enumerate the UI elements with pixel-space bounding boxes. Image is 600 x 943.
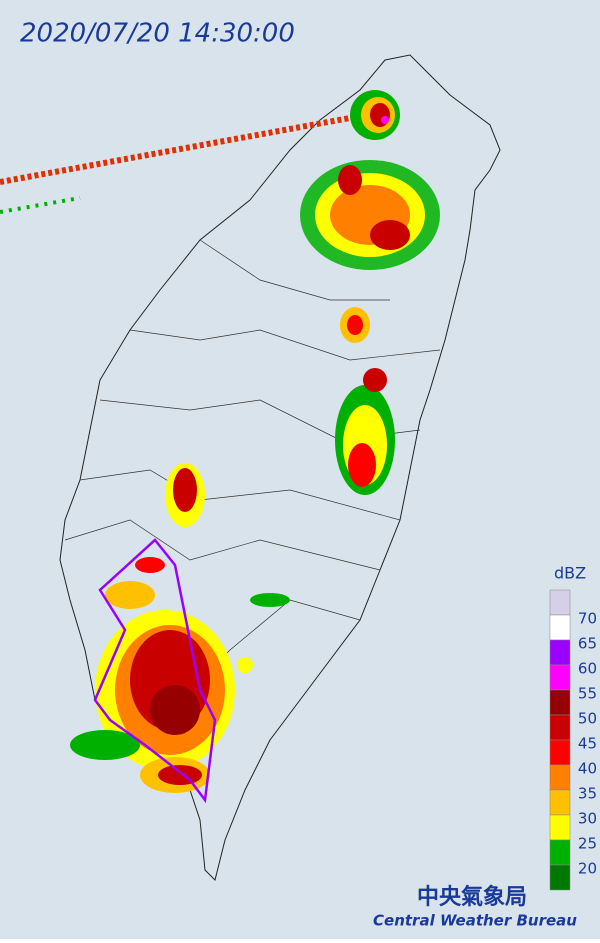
- legend-label: 35: [578, 785, 597, 803]
- logo-name-en: Central Weather Bureau: [373, 912, 577, 930]
- echoes: [70, 90, 440, 793]
- legend-swatch: [549, 739, 571, 766]
- legend-unit: dBZ: [554, 564, 586, 583]
- legend-label: 60: [578, 660, 597, 678]
- legend-label: 55: [578, 685, 597, 703]
- legend-label: 45: [578, 735, 597, 753]
- legend-swatch: [549, 639, 571, 666]
- legend-label: 65: [578, 635, 597, 653]
- radar-streak: [0, 115, 351, 185]
- legend-swatch: [549, 689, 571, 716]
- timestamp: 2020/07/20 14:30:00: [20, 19, 295, 49]
- legend-swatch: [549, 814, 571, 841]
- legend-label: 40: [578, 760, 597, 778]
- legend-swatch: [549, 789, 571, 816]
- legend-swatch: [549, 589, 571, 616]
- legend-label: 70: [578, 610, 597, 628]
- legend-label: 30: [578, 810, 597, 828]
- legend-swatch: [549, 664, 571, 691]
- legend-label: 25: [578, 835, 597, 853]
- legend: 70 65 60 55 50 45 40 35 30 25 20: [549, 589, 597, 891]
- legend-label: 50: [578, 710, 597, 728]
- legend-swatch: [549, 864, 571, 891]
- legend-swatch: [549, 614, 571, 641]
- warning-area: [93, 538, 217, 804]
- legend-swatch: [549, 839, 571, 866]
- logo-name: 中央氣象局: [417, 884, 527, 910]
- legend-label: 20: [578, 860, 597, 878]
- legend-swatch: [549, 764, 571, 791]
- legend-swatch: [549, 714, 571, 741]
